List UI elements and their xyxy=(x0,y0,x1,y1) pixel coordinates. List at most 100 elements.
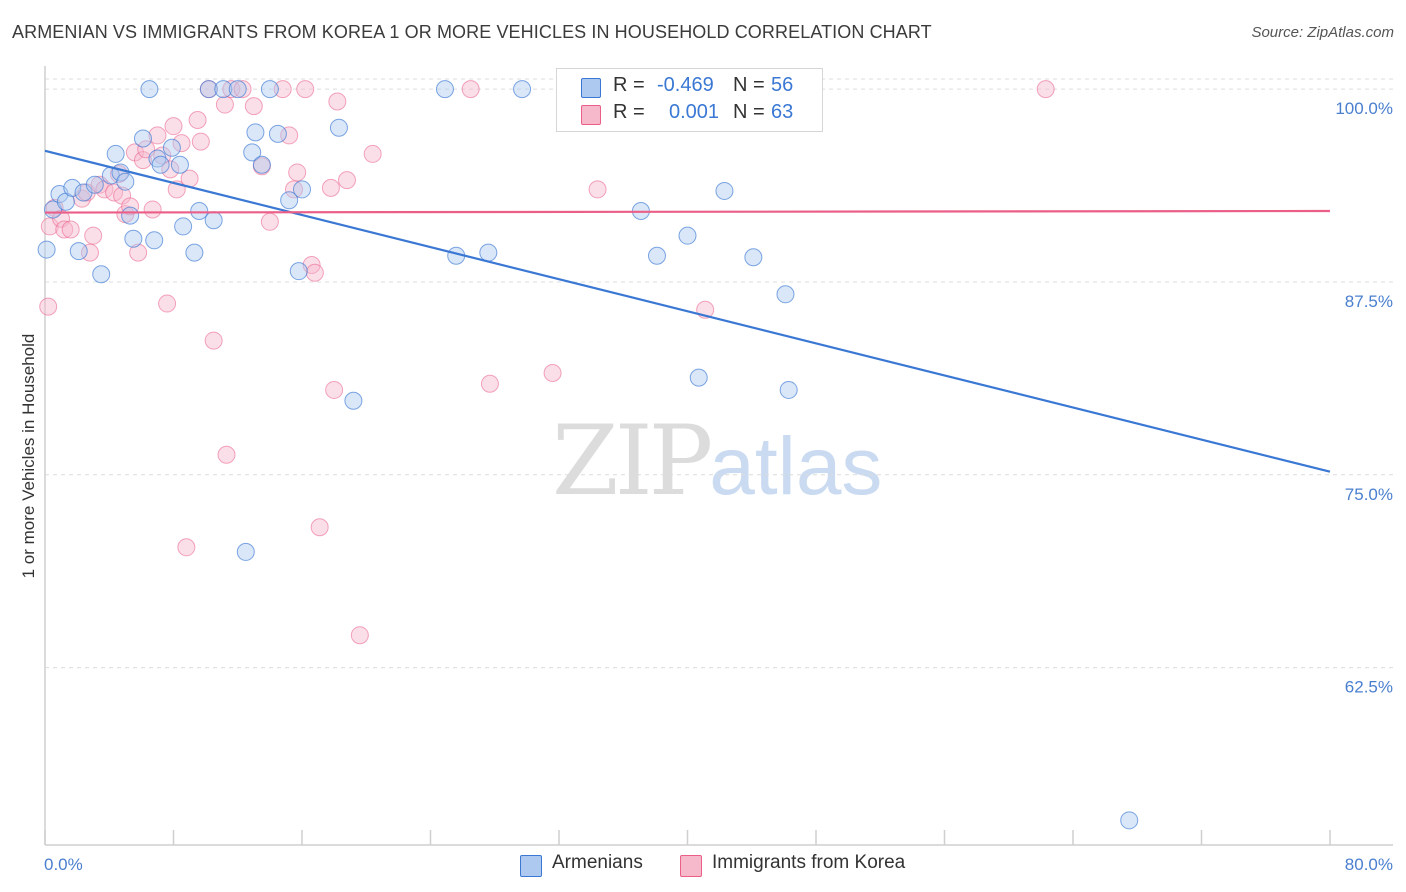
y-axis-title: 1 or more Vehicles in Household xyxy=(19,334,38,579)
korea-point xyxy=(84,226,103,245)
korea-point xyxy=(461,80,480,99)
armenian-point xyxy=(214,80,233,99)
korea-point xyxy=(325,380,344,399)
korea-point xyxy=(55,220,74,239)
legend-swatch-pink xyxy=(581,105,601,125)
chart-title: ARMENIAN VS IMMIGRANTS FROM KOREA 1 OR M… xyxy=(12,22,932,42)
legend-n-value: 63 xyxy=(771,101,794,123)
korea-point xyxy=(350,626,369,645)
legend-r-label: R = xyxy=(613,74,645,96)
x-tick-label: 0.0% xyxy=(44,855,83,874)
armenian-point xyxy=(243,143,262,162)
armenian-point xyxy=(121,206,140,225)
korea-point xyxy=(1036,80,1055,99)
armenian-point xyxy=(689,368,708,387)
armenian-point xyxy=(678,226,697,245)
armenian-point xyxy=(776,285,795,304)
watermark: ZIPatlas xyxy=(552,405,882,517)
korea-point xyxy=(39,297,58,316)
y-tick-label: 75.0% xyxy=(1345,485,1393,504)
korea-point xyxy=(233,80,252,99)
armenian-trend-line xyxy=(44,149,1331,473)
korea-point xyxy=(288,163,307,182)
watermark-zip: ZIP xyxy=(552,405,713,517)
armenian-point xyxy=(133,129,152,148)
armenian-point xyxy=(268,124,287,143)
armenian-point xyxy=(252,155,271,174)
korea-point xyxy=(543,363,562,382)
axis-labels: 62.5% 75.0% 87.5% 100.0% 0.0% 80.0% 1 or more … xyxy=(19,99,1393,874)
armenian-points xyxy=(37,80,1139,830)
korea-point xyxy=(244,97,263,116)
korea-point xyxy=(310,518,329,537)
korea-point xyxy=(80,243,99,262)
armenian-point xyxy=(170,155,189,174)
korea-point xyxy=(129,243,148,262)
armenian-point xyxy=(246,123,265,142)
legend-swatch-korea xyxy=(680,855,702,877)
korea-point xyxy=(280,126,299,145)
armenian-point xyxy=(293,180,311,199)
korea-point xyxy=(305,263,324,282)
armenian-point xyxy=(106,144,125,163)
x-tick-label: 80.0% xyxy=(1345,855,1393,874)
armenian-point xyxy=(344,391,363,410)
armenian-point xyxy=(69,242,88,261)
korea-point xyxy=(296,80,315,99)
korea-point xyxy=(321,178,340,197)
korea-point xyxy=(61,220,80,239)
legend-r-value: -0.469 xyxy=(657,74,714,96)
korea-point xyxy=(164,117,183,136)
axes xyxy=(44,66,1393,846)
y-tick-label: 62.5% xyxy=(1345,678,1393,697)
armenian-point xyxy=(779,380,798,399)
y-tick-label: 87.5% xyxy=(1345,292,1393,311)
armenian-point xyxy=(1120,811,1139,830)
armenian-point xyxy=(199,80,218,99)
korea-point xyxy=(121,197,140,216)
armenian-point xyxy=(513,80,532,99)
armenian-point xyxy=(140,80,159,99)
watermark-atlas: atlas xyxy=(709,421,883,512)
korea-point xyxy=(480,374,499,393)
armenian-point xyxy=(116,172,135,191)
korea-point xyxy=(188,110,207,129)
legend-label-armenians: Armenians xyxy=(552,852,643,873)
korea-point xyxy=(161,160,180,179)
armenian-point xyxy=(190,202,209,221)
korea-point xyxy=(153,146,172,165)
armenian-point xyxy=(280,191,299,210)
legend-label-korea: Immigrants from Korea xyxy=(712,852,906,873)
armenian-point xyxy=(85,175,104,194)
source-label: Source: ZipAtlas.com xyxy=(1251,24,1394,41)
armenian-point xyxy=(92,265,111,284)
korea-point xyxy=(328,92,347,111)
legend-swatch-armenians xyxy=(520,855,542,877)
armenian-point xyxy=(124,229,143,248)
armenian-point xyxy=(145,231,164,250)
y-tick-label: 100.0% xyxy=(1335,99,1393,118)
korea-point xyxy=(273,80,292,99)
armenian-point xyxy=(185,243,204,262)
armenian-point xyxy=(174,217,193,236)
legend-n-label: N = xyxy=(733,101,765,123)
korea-point xyxy=(337,171,356,190)
legend-n-label: N = xyxy=(733,74,765,96)
korea-point xyxy=(143,200,162,219)
korea-point xyxy=(158,294,177,313)
korea-point xyxy=(172,134,191,153)
stats-legend: R = -0.469 N = 56 R = 0.001 N = 63 xyxy=(556,68,823,132)
armenian-point xyxy=(37,240,56,259)
korea-point xyxy=(363,144,382,163)
legend-swatch-blue xyxy=(581,78,601,98)
trend-lines xyxy=(44,149,1331,473)
korea-points xyxy=(39,80,1055,645)
armenian-point xyxy=(479,243,498,262)
korea-point xyxy=(177,538,196,557)
korea-trend-line xyxy=(44,209,1331,214)
armenian-point xyxy=(289,262,308,281)
armenian-point xyxy=(647,246,666,265)
legend-r-label: R = xyxy=(613,101,645,123)
korea-point xyxy=(588,180,607,199)
